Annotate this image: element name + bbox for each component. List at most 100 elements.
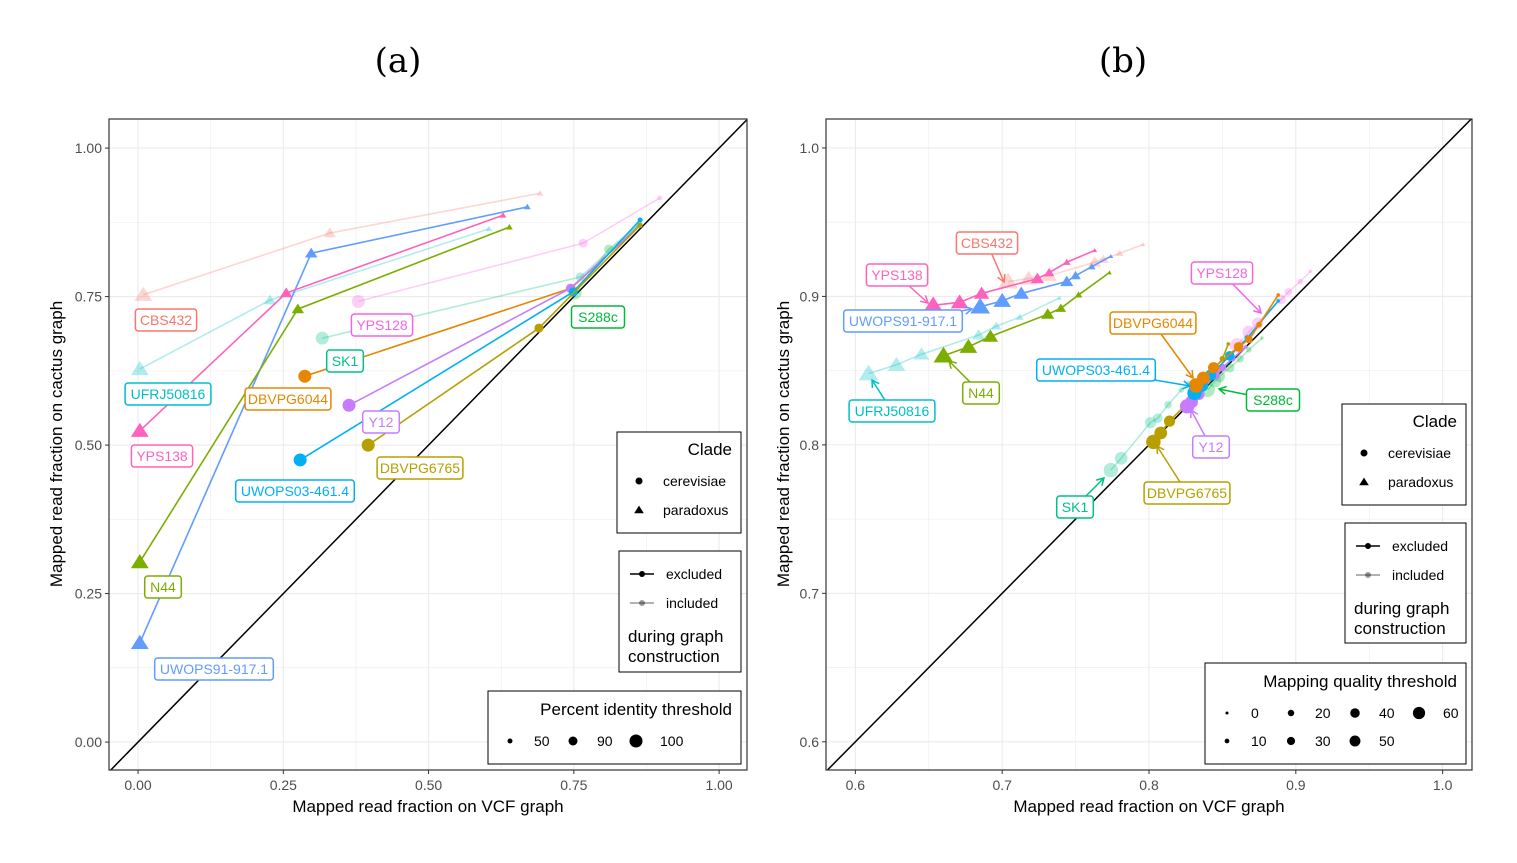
series-DBVPG6044 (1188, 293, 1280, 393)
strain-label-box (848, 399, 936, 423)
legend-box (1344, 522, 1467, 644)
strain-label-box (1191, 435, 1231, 459)
legend-item: included (666, 595, 718, 611)
legend-item: 100 (660, 733, 684, 749)
strain-label: SK1 (332, 353, 359, 369)
legend-caption: during graph (628, 627, 723, 646)
size-marker-icon (568, 736, 578, 746)
data-point (637, 222, 643, 228)
strain-label-box (376, 456, 464, 480)
legend-caption: during graph (1354, 599, 1449, 618)
excluded-point-icon (639, 571, 645, 577)
legend-item: 30 (1315, 733, 1331, 749)
data-point (1178, 387, 1185, 393)
strain-label: YPS128 (356, 317, 408, 333)
data-point (1164, 400, 1172, 409)
legend-title: Clade (1413, 412, 1457, 431)
x-tick-label: 0.9 (1286, 777, 1306, 793)
strain-label-box (325, 349, 365, 373)
data-point (263, 294, 277, 305)
x-tick-label: 0.00 (124, 777, 151, 793)
strain-label-box (134, 308, 198, 332)
legend-box (487, 690, 742, 765)
strain-label: N44 (150, 579, 176, 595)
panel-title: (a) (375, 41, 422, 81)
data-point (534, 323, 544, 333)
data-point (1043, 267, 1055, 277)
strain-label-box (842, 309, 964, 333)
y-tick-label: 0.9 (800, 288, 820, 304)
legend-title: Percent identity threshold (540, 700, 732, 719)
series-N44 (933, 270, 1112, 363)
series-line (1236, 270, 1312, 346)
strain-label: UWOPS91-917.1 (160, 661, 268, 677)
strain-label: DBVPG6044 (1113, 315, 1193, 331)
data-point (130, 634, 149, 649)
strain-label-box (1109, 311, 1197, 335)
strain-label-box (130, 444, 194, 468)
y-tick-label: 0.75 (75, 289, 102, 305)
strain-label: YPS128 (1196, 265, 1248, 281)
data-point (657, 195, 663, 201)
strain-label: DBVPG6765 (1147, 485, 1227, 501)
included-point-icon (1365, 572, 1371, 578)
legend-item: 40 (1379, 705, 1395, 721)
strain-label-box (234, 479, 356, 503)
data-point (970, 297, 991, 314)
plot-area (826, 119, 1472, 770)
series-DBVPG6765 (361, 222, 643, 452)
strain-label-box (244, 387, 332, 411)
y-axis-label: Mapped read fraction on cactus graph (47, 301, 66, 587)
strain-label: CBS432 (140, 312, 192, 328)
data-point (1074, 291, 1083, 298)
data-point (1055, 303, 1067, 312)
paradoxus-marker-icon (634, 505, 644, 514)
legend-size: Percent identity threshold 50 90 100 (487, 690, 742, 765)
cerevisiae-marker-icon (635, 477, 643, 485)
strain-label: UFRJ50816 (855, 403, 930, 419)
legend-item: 50 (534, 733, 550, 749)
data-point (1276, 293, 1280, 297)
series-N44 (130, 223, 513, 569)
data-point (130, 553, 149, 569)
strain-label: Y12 (369, 414, 394, 430)
x-axis-label: Mapped read fraction on VCF graph (1013, 797, 1284, 816)
data-point (499, 212, 507, 218)
strain-label-box (143, 575, 183, 599)
data-point (1060, 275, 1074, 287)
data-point (1041, 308, 1055, 319)
y-tick-label: 0.6 (800, 734, 820, 750)
legend-box (618, 550, 742, 673)
data-point (505, 223, 513, 230)
legend-item: 0 (1251, 705, 1259, 721)
data-point (578, 238, 588, 248)
y-tick-label: 0.00 (75, 734, 102, 750)
strain-label: DBVPG6765 (380, 460, 460, 476)
legend-clade: Clade cerevisiae paradoxus (616, 431, 742, 534)
data-point (1196, 371, 1210, 385)
x-tick-label: 0.25 (270, 777, 297, 793)
plot-area (110, 119, 747, 770)
legend-title: Mapping quality threshold (1263, 672, 1457, 691)
data-point (858, 364, 879, 381)
strain-label-box (1190, 261, 1254, 285)
size-marker-icon (1224, 738, 1230, 744)
data-point (1226, 342, 1231, 346)
legend-item: cerevisiae (1388, 445, 1451, 461)
data-point (305, 247, 318, 258)
strain-label-box (361, 410, 401, 434)
strain-label: UWOPS03-461.4 (1042, 362, 1150, 378)
y-axis-label: Mapped read fraction on cactus graph (774, 301, 793, 587)
data-point (134, 286, 153, 301)
data-point (523, 203, 531, 210)
strain-label: S288c (578, 309, 618, 325)
legend-item: excluded (1392, 538, 1448, 554)
y-tick-label: 1.00 (75, 140, 102, 156)
strain-label-box (955, 231, 1019, 255)
data-point (933, 346, 954, 363)
strain-label: YPS138 (871, 267, 923, 283)
data-point (1013, 286, 1029, 299)
y-tick-label: 0.7 (800, 585, 820, 601)
